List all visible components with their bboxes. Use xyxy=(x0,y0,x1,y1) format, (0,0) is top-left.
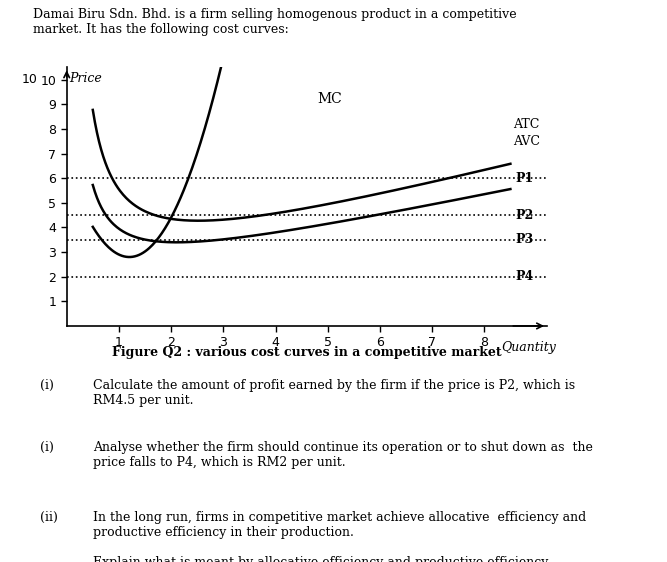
Text: ATC: ATC xyxy=(513,117,540,130)
Text: Price: Price xyxy=(69,72,102,85)
Text: AVC: AVC xyxy=(513,135,540,148)
Text: 10: 10 xyxy=(22,73,38,86)
Text: P2: P2 xyxy=(516,209,534,221)
Text: Calculate the amount of profit earned by the firm if the price is P2, which is
R: Calculate the amount of profit earned by… xyxy=(93,379,576,407)
Text: (i): (i) xyxy=(40,441,54,454)
Text: (i): (i) xyxy=(40,379,54,392)
Text: Quantity: Quantity xyxy=(501,341,556,353)
Text: Damai Biru Sdn. Bhd. is a firm selling homogenous product in a competitive
marke: Damai Biru Sdn. Bhd. is a firm selling h… xyxy=(33,8,517,37)
Text: P4: P4 xyxy=(516,270,534,283)
Text: P3: P3 xyxy=(516,233,534,246)
Text: Figure Q2 : various cost curves in a competitive market: Figure Q2 : various cost curves in a com… xyxy=(112,346,502,359)
Text: MC: MC xyxy=(317,92,342,106)
Text: In the long run, firms in competitive market achieve allocative  efficiency and
: In the long run, firms in competitive ma… xyxy=(93,511,587,562)
Text: (ii): (ii) xyxy=(40,511,58,524)
Text: Analyse whether the firm should continue its operation or to shut down as  the
p: Analyse whether the firm should continue… xyxy=(93,441,593,469)
Text: P1: P1 xyxy=(516,172,534,185)
